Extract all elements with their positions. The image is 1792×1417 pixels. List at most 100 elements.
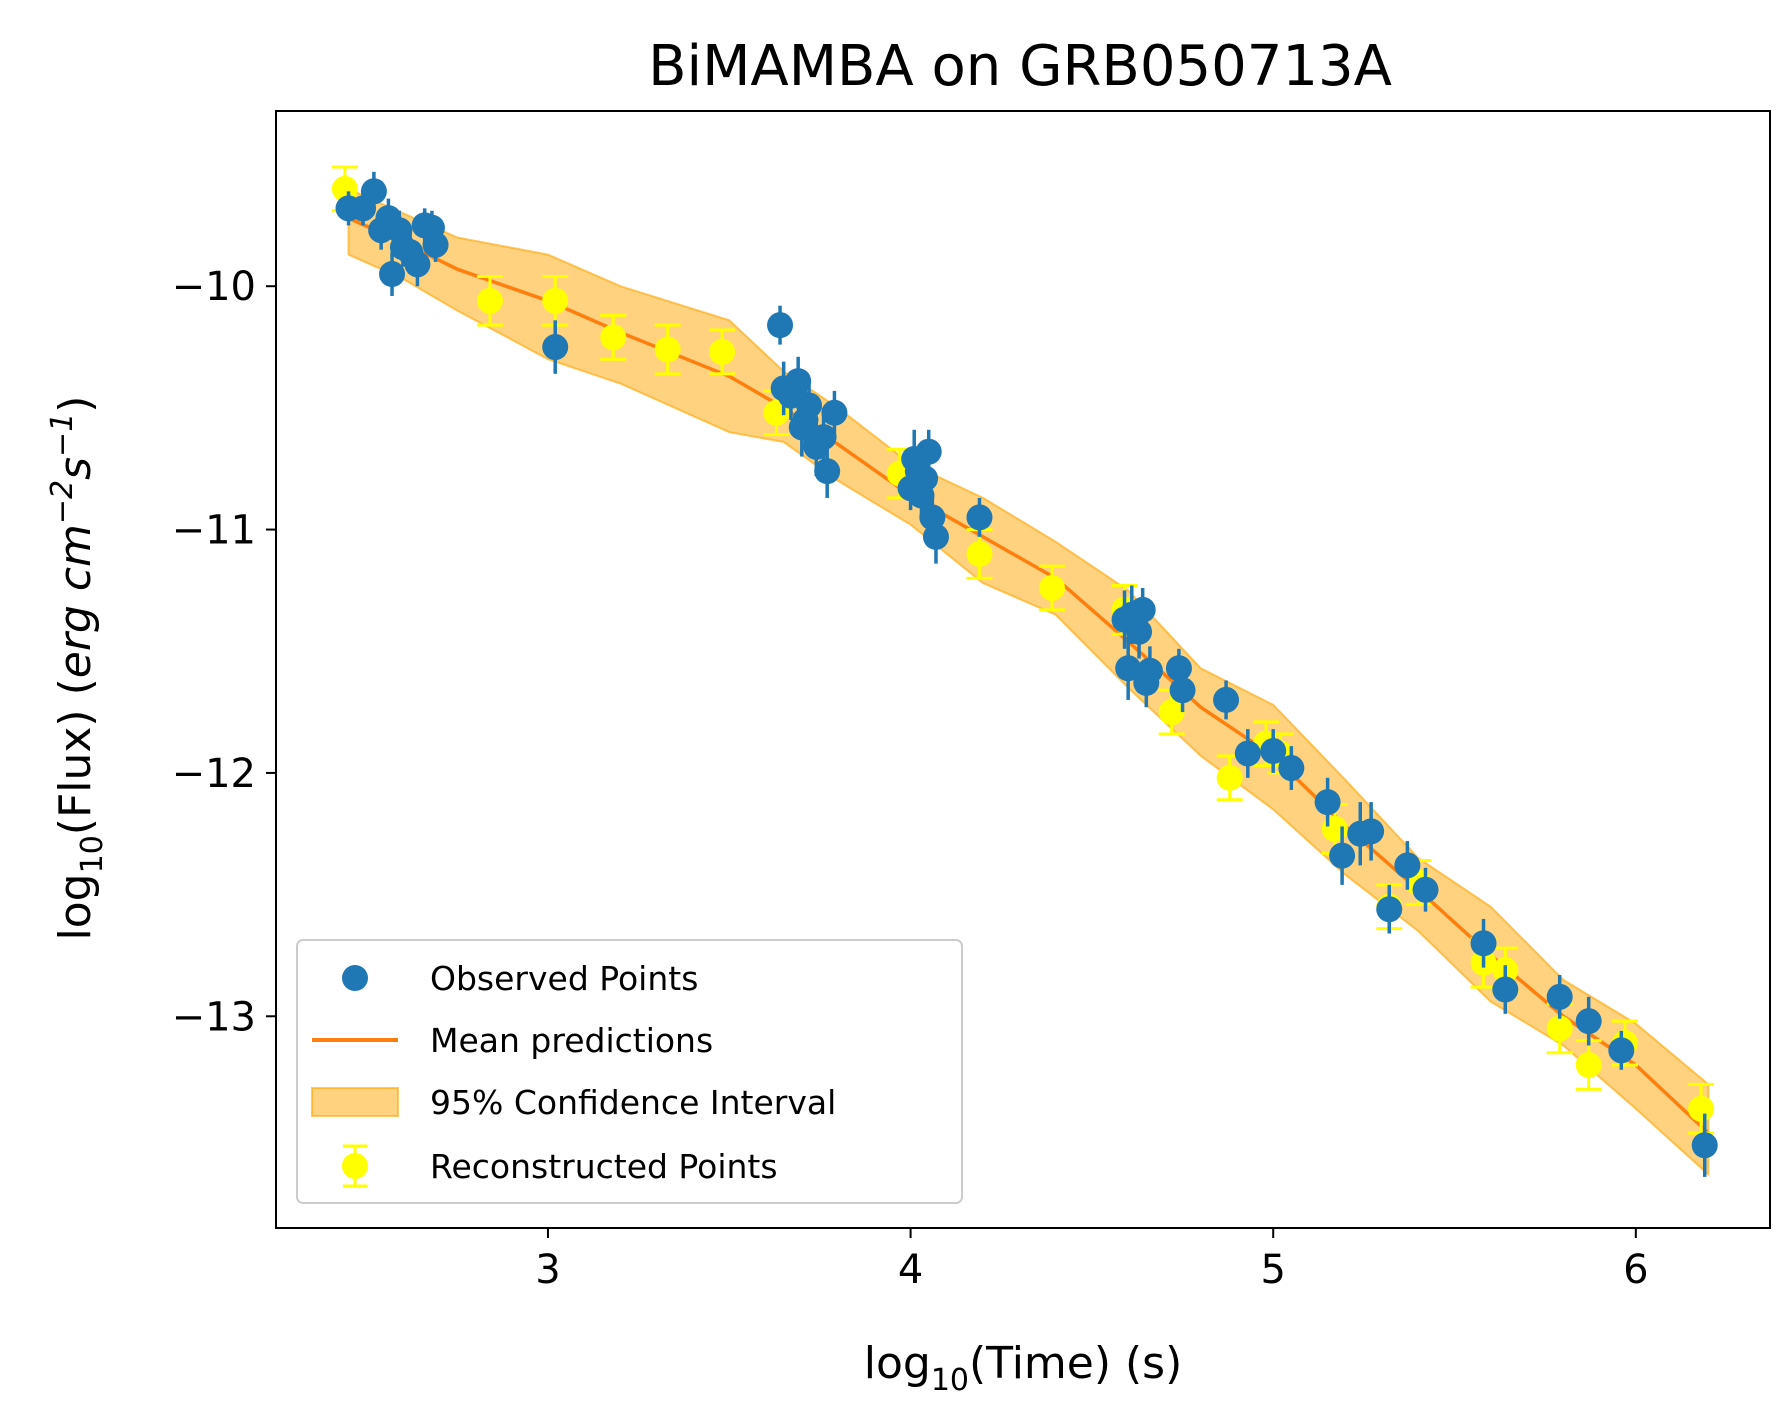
x-axis-label: log10(Time) (s) [864,1338,1183,1398]
observed-point [1129,587,1156,632]
observed-marker [785,368,812,395]
observed-marker [1115,655,1142,682]
observed-marker [796,392,823,419]
legend-marker-reconstructed [342,1144,368,1188]
reconstructed-point [709,328,736,376]
observed-point [1394,841,1421,890]
observed-point [1169,668,1196,713]
reconstructed-marker [542,287,569,314]
plot-area [331,165,1718,1177]
y-label-unit-s: s [50,457,101,480]
observed-point [1136,646,1163,696]
reconstructed-point [542,274,569,327]
observed-point [1412,867,1439,912]
y-tick-label: −11 [172,508,256,554]
observed-marker [1329,842,1356,869]
reconstructed-point [600,313,627,361]
reconstructed-point [654,323,681,376]
y-label-middle: (Flux) ( [50,678,101,835]
x-label-suffix: (Time) (s) [969,1338,1182,1389]
observed-point [360,171,387,211]
reconstructed-marker [600,324,627,351]
observed-point [1470,918,1497,968]
observed-marker [1358,818,1385,845]
observed-point [1314,777,1341,827]
observed-point [1213,680,1240,720]
observed-marker [810,424,837,451]
legend: Observed Points Mean predictions 95% Con… [296,939,963,1204]
observed-marker [422,231,449,258]
observed-marker [1126,618,1153,645]
observed-point [379,252,406,296]
reconstructed-marker [476,287,503,314]
confidence-band [347,187,1710,1177]
observed-point [915,429,942,474]
observed-marker [1412,876,1439,903]
reconstructed-marker [1216,764,1243,791]
observed-marker [1314,789,1341,816]
y-label-unit-main: erg cm [50,524,101,678]
observed-marker [1394,852,1421,879]
observed-point [814,444,841,498]
y-label-sub: 10 [75,835,110,873]
observed-marker [814,458,841,485]
observed-point [1376,884,1403,934]
reconstructed-point [476,274,503,327]
observed-marker [1575,1008,1602,1035]
observed-point [922,510,949,564]
observed-point [1115,636,1142,700]
observed-marker [1213,686,1240,713]
reconstructed-marker [709,338,736,365]
legend-label-ci: 95% Confidence Interval [430,1083,836,1122]
observed-marker [379,261,406,288]
reconstructed-marker [1546,1015,1573,1042]
plot-frame [275,110,1771,1229]
observed-marker [966,504,993,531]
observed-point [796,383,823,428]
legend-label-reconstructed: Reconstructed Points [430,1147,778,1186]
x-tick-label: 6 [1623,1247,1648,1293]
axes: 3 4 5 6 −10 −11 −12 −13 [172,264,1649,1293]
observed-marker [1546,983,1573,1010]
reconstructed-marker [331,175,358,202]
y-label-prefix: log [50,873,101,940]
observed-point [1691,1113,1718,1177]
legend-marker-ci [311,1087,399,1117]
observed-marker [404,251,431,278]
observed-marker [1165,655,1192,682]
reconstructed-point [1575,1039,1602,1091]
reconstructed-marker [966,540,993,567]
observed-point [785,356,812,406]
y-axis-label: log10(Flux) (erg cm−2s−1) [45,396,110,941]
observed-marker [1608,1037,1635,1064]
observed-marker [1169,677,1196,704]
x-label-prefix: log [864,1338,931,1389]
observed-marker [915,438,942,465]
observed-marker [821,399,848,426]
observed-marker [542,334,569,361]
chart-title: BiMAMBA on GRB050713A [648,34,1392,99]
reconstructed-marker [1688,1095,1715,1122]
observed-point [422,227,449,262]
legend-marker-observed [342,965,368,991]
reconstructed-point [1039,564,1066,612]
observed-point [1358,802,1385,861]
observed-point [966,497,993,537]
legend-box [296,939,963,1204]
legend-label-mean: Mean predictions [430,1021,713,1060]
observed-marker [1260,738,1287,765]
y-tick-label: −10 [172,264,256,310]
observed-marker [1234,740,1261,767]
reconstructed-marker [1158,699,1185,726]
observed-point [404,242,431,287]
observed-marker [1492,976,1519,1003]
observed-point [1546,974,1573,1019]
observed-point [1608,1030,1635,1070]
observed-marker [922,523,949,550]
observed-point [1329,826,1356,885]
y-label-sup1: −2 [45,480,80,524]
observed-point [767,305,794,345]
observed-marker [1470,930,1497,957]
